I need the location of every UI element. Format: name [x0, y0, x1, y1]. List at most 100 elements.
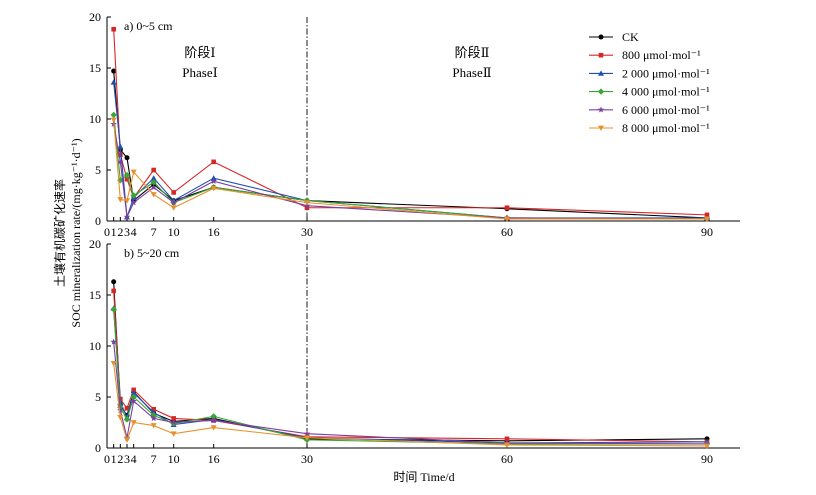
- legend-marker: [598, 34, 604, 40]
- y-tick-label: 5: [95, 163, 101, 177]
- series-3: [110, 305, 710, 446]
- legend-marker: [598, 70, 604, 76]
- data-point: [124, 176, 130, 182]
- series-line: [113, 363, 708, 447]
- data-point: [211, 159, 216, 165]
- data-point: [210, 417, 217, 424]
- legend-item: CK: [589, 30, 639, 44]
- y-tick-label: 15: [89, 288, 101, 302]
- data-point: [304, 205, 310, 211]
- x-tick-label: 2: [117, 452, 123, 466]
- data-point: [130, 199, 137, 206]
- y-axis-title-line2: SOC mineralization rate/(mg·kg⁻¹·d⁻¹): [69, 138, 83, 327]
- series-line: [113, 29, 708, 216]
- data-point: [111, 279, 117, 285]
- series-5: [110, 120, 711, 222]
- data-point: [150, 183, 157, 191]
- data-point: [170, 419, 177, 426]
- phase1-label-en: PhaseⅠ: [182, 65, 217, 80]
- series-line: [113, 309, 707, 445]
- series-line: [113, 308, 708, 444]
- data-point: [111, 26, 116, 32]
- x-tick-label: 4: [131, 452, 137, 466]
- data-point: [123, 171, 131, 179]
- data-point: [151, 167, 156, 173]
- data-point: [170, 199, 177, 206]
- legend-label: 800 μmol·mol⁻¹: [622, 48, 701, 62]
- data-point: [171, 416, 176, 421]
- x-tick-label: 4: [131, 225, 137, 239]
- x-tick-label: 0: [104, 225, 110, 239]
- legend-item: 8 000 μmol·mol⁻¹: [589, 121, 710, 135]
- data-point: [210, 185, 217, 192]
- series-line: [113, 71, 708, 219]
- series-6: [110, 360, 710, 449]
- data-point: [117, 415, 124, 421]
- legend-item: 6 000 μmol·mol⁻¹: [589, 103, 710, 117]
- phase2-label-cn: 阶段Ⅱ: [455, 45, 490, 60]
- y-tick-label: 20: [89, 10, 101, 24]
- data-point: [210, 177, 217, 184]
- x-tick-label: 3: [124, 225, 130, 239]
- legend-label: CK: [622, 30, 639, 44]
- data-point: [118, 152, 123, 157]
- phase2-label-en: PhaseⅡ: [452, 65, 491, 80]
- data-point: [110, 111, 117, 119]
- x-tick-label: 3: [124, 452, 130, 466]
- x-tick-label: 1: [111, 452, 117, 466]
- x-tick-label: 60: [501, 452, 513, 466]
- legend: CK 800 μmol·mol⁻¹ 2 000 μmol·mol⁻¹ 4 000 μm…: [589, 30, 710, 135]
- data-point: [150, 192, 157, 198]
- panel-2: 0 5 10 15 20 0 1 2 3 4 7 10 16 30 60 90 b) 5~20 cm: [89, 237, 740, 466]
- x-tick-label: 10: [168, 452, 180, 466]
- legend-marker: [598, 125, 604, 131]
- data-point: [504, 216, 510, 222]
- data-point: [131, 387, 136, 393]
- data-point: [130, 389, 137, 396]
- x-tick-label: 2: [117, 225, 123, 239]
- panel-label: a) 0~5 cm: [124, 19, 173, 33]
- data-point: [304, 435, 310, 441]
- series-line: [113, 124, 708, 220]
- data-point: [210, 425, 217, 431]
- panel-label: b) 5~20 cm: [124, 246, 180, 260]
- data-point: [117, 197, 124, 203]
- series-line: [113, 281, 708, 442]
- series-3: [110, 79, 710, 221]
- x-tick-label: 30: [301, 225, 313, 239]
- legend-label: 8 000 μmol·mol⁻¹: [622, 121, 710, 135]
- data-point: [504, 442, 510, 448]
- series-1: [111, 68, 710, 221]
- x-tick-label: 16: [208, 225, 220, 239]
- data-point: [110, 117, 117, 124]
- data-point: [111, 68, 117, 74]
- x-axis-title: 时间 Time/d: [393, 470, 454, 484]
- x-tick-label: 1: [111, 225, 117, 239]
- data-point: [124, 437, 130, 443]
- data-point: [130, 420, 137, 426]
- y-tick-label: 20: [89, 237, 101, 251]
- data-point: [110, 306, 117, 313]
- data-point: [111, 288, 116, 294]
- legend-label: 2 000 μmol·mol⁻¹: [622, 66, 710, 80]
- data-point: [150, 179, 157, 186]
- series-6: [110, 117, 710, 222]
- data-point: [303, 430, 311, 437]
- series-line: [113, 119, 707, 220]
- legend-marker: [598, 52, 604, 58]
- x-tick-label: 60: [501, 225, 513, 239]
- series-5: [110, 338, 711, 447]
- data-point: [124, 198, 130, 204]
- data-point: [704, 443, 710, 449]
- legend-marker: [597, 88, 605, 95]
- y-tick-label: 10: [89, 112, 101, 126]
- data-point: [150, 423, 157, 429]
- x-tick-label: 90: [701, 452, 713, 466]
- data-point: [110, 79, 117, 85]
- data-point: [304, 200, 310, 206]
- data-point: [130, 397, 137, 404]
- data-point: [504, 436, 510, 442]
- data-point: [110, 360, 117, 367]
- x-tick-label: 0: [104, 452, 110, 466]
